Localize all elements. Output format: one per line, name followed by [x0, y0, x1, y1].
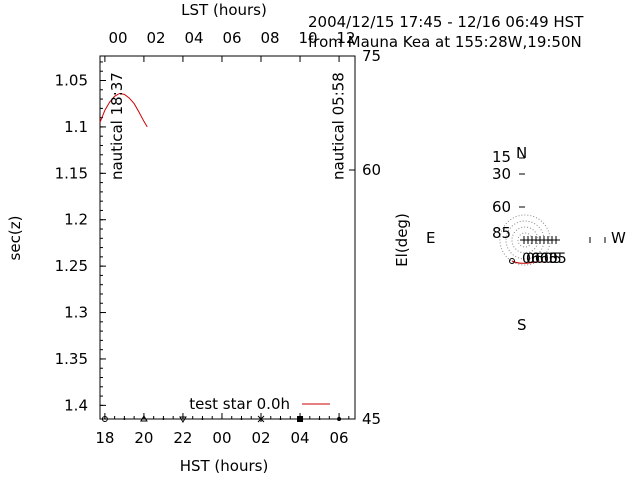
x2-tick-label: 06 — [222, 29, 241, 47]
compass-south-label: S — [517, 316, 527, 334]
baseline-dot — [201, 418, 204, 420]
legend-label: test star 0.0h — [189, 395, 290, 413]
plot-frame — [99, 55, 356, 420]
baseline-dot — [123, 418, 126, 420]
track-label-2: 0605 — [526, 251, 562, 267]
elevation-label-85: 85 — [492, 224, 511, 242]
baseline-dot — [240, 418, 243, 420]
y-tick-label: 1.15 — [55, 164, 88, 182]
y2-tick-label: 60 — [362, 161, 381, 179]
y-axis-title: sec(z) — [6, 216, 24, 261]
x2-tick-label: 12 — [336, 29, 355, 47]
y-tick-label: 1.25 — [55, 257, 88, 275]
y2-tick-label: 75 — [362, 47, 381, 65]
sky-track — [511, 260, 548, 264]
twilight-annotation: nautical 05:58 — [329, 72, 347, 180]
x2-tick-label: 02 — [146, 29, 165, 47]
x-tick-label: 22 — [173, 429, 192, 447]
y-tick-label: 1.05 — [55, 72, 88, 90]
y-tick-label: 1.3 — [64, 304, 88, 322]
header-line-1: 2004/12/15 17:45 - 12/16 06:49 HST — [308, 13, 584, 31]
airmass-plot: 18 20 22 00 02 04 06 00 02 04 06 08 10 12 1.05 1.1 1.1… — [6, 1, 411, 475]
x-tick-label: 20 — [134, 429, 153, 447]
x-axis-title: HST (hours) — [180, 457, 269, 475]
y2-axis-ticks: 75 60 45 — [349, 47, 381, 428]
x-axis-ticks: 18 20 22 00 02 04 06 — [95, 56, 350, 447]
x-tick-label: 18 — [95, 429, 114, 447]
elevation-label-30: 30 — [492, 165, 511, 183]
header-line-2: from Mauna Kea at 155:28W,19:50N — [308, 33, 582, 51]
baseline-dot — [162, 418, 165, 420]
x2-tick-label: 00 — [108, 29, 127, 47]
baseline-marker — [337, 417, 342, 421]
track-label-3: 0605 — [531, 251, 567, 267]
y2-tick-label: 45 — [362, 410, 381, 428]
twilight-annotation: nautical 18:37 — [108, 72, 126, 180]
y-tick-label: 1.1 — [64, 118, 88, 136]
x2-tick-label: 04 — [184, 29, 203, 47]
x-tick-label: 00 — [212, 429, 231, 447]
sky-compass-plot: N S E W 15 30 60 85 — [426, 144, 626, 334]
track-label-1: 0605 — [522, 251, 558, 267]
compass-west-label: W — [611, 229, 626, 247]
elevation-label-60: 60 — [492, 198, 511, 216]
sky-track-start-marker — [509, 258, 515, 264]
y-tick-label: 1.35 — [55, 350, 88, 368]
y-tick-label: 1.4 — [64, 396, 88, 414]
compass-east-label: E — [426, 229, 435, 247]
x2-axis-ticks: 00 02 04 06 08 10 12 — [108, 29, 355, 47]
baseline-markers — [101, 415, 342, 423]
series-line — [99, 92, 148, 128]
baseline-dot — [279, 418, 282, 420]
y-axis-ticks: 1.05 1.1 1.15 1.2 1.25 1.3 1.35 1.4 — [55, 61, 106, 414]
baseline-dot — [318, 418, 321, 420]
annotation-layer: nautical 18:37 nautical 05:58 — [108, 72, 347, 180]
series-layer — [99, 92, 148, 128]
elevation-label-15: 15 — [492, 148, 511, 166]
azimuth-ticks — [520, 236, 606, 244]
baseline-marker — [140, 415, 148, 422]
x2-axis-title: LST (hours) — [181, 1, 267, 19]
compass-north-label: N — [516, 144, 527, 162]
baseline-marker — [179, 416, 187, 423]
baseline-marker — [297, 416, 304, 422]
x-tick-label: 02 — [251, 429, 270, 447]
x-tick-label: 06 — [330, 429, 349, 447]
x2-tick-label: 08 — [260, 29, 279, 47]
x2-tick-label: 10 — [298, 29, 317, 47]
baseline-marker — [101, 416, 108, 422]
y2-axis-title: El(deg) — [393, 213, 411, 267]
x-tick-label: 04 — [290, 429, 309, 447]
y-tick-label: 1.2 — [64, 211, 88, 229]
